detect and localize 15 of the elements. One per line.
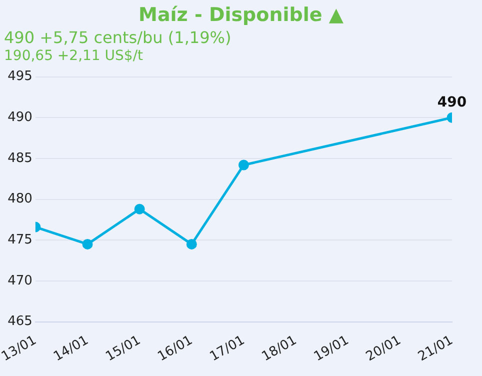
y-tick-label: 495 [8,69,32,84]
point [238,160,249,170]
chart-subtitle: 490 +5,75 cents/bu (1,19%) [4,28,232,48]
y-tick-label: 490 [8,110,32,125]
y-tick-label: 480 [8,192,32,207]
y-tick-label: 465 [8,314,32,330]
data-label: 490 [437,94,467,110]
y-tick-label: 475 [8,232,32,248]
point [82,238,93,250]
text: 190,65 +2,11 US$/t [4,48,144,66]
chart-title: Maíz - Disponible ▲ [138,4,344,28]
point [186,238,197,250]
point [134,204,145,214]
y-tick-label: 485 [8,150,32,166]
y-tick-label: 470 [8,273,32,288]
